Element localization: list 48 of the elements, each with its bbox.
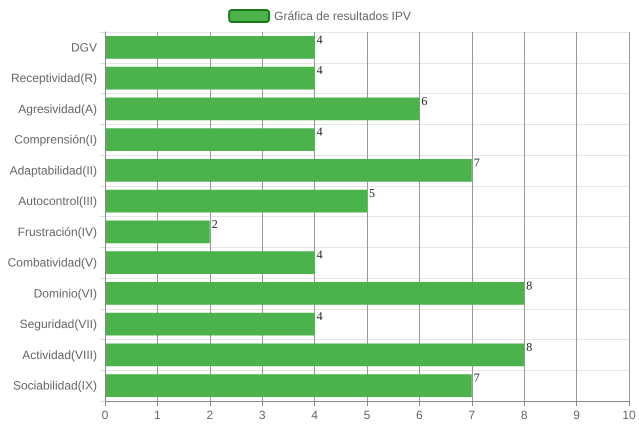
bar xyxy=(105,312,315,336)
data-label: 2 xyxy=(212,216,218,231)
x-tick-label: 10 xyxy=(622,408,636,422)
x-tick-label: 8 xyxy=(520,408,528,422)
x-tick-label: 2 xyxy=(206,408,214,422)
data-label: 7 xyxy=(474,370,480,385)
y-tick-label: Combatividad(V) xyxy=(8,256,97,270)
bar xyxy=(105,159,472,182)
data-label: 7 xyxy=(474,155,480,170)
x-tick-label: 3 xyxy=(258,408,266,422)
y-tick-label: Seguridad(VII) xyxy=(20,317,97,332)
y-tick-label: Adaptabilidad(II) xyxy=(10,163,97,178)
x-tick-label: 9 xyxy=(573,408,580,422)
data-label: 4 xyxy=(316,63,323,78)
data-label: 8 xyxy=(526,278,532,292)
bar xyxy=(105,66,315,90)
data-label: 8 xyxy=(526,340,532,354)
bar xyxy=(105,128,315,152)
y-tick-label: Frustración(IV) xyxy=(18,224,97,239)
y-tick-label: Comprensión(I) xyxy=(14,132,97,147)
data-label: 4 xyxy=(316,309,323,324)
bar xyxy=(105,374,472,398)
x-tick-label: 6 xyxy=(416,408,424,422)
x-tick-label: 4 xyxy=(311,408,318,422)
y-tick-label: DGV xyxy=(70,40,97,54)
y-tick-label: Agresividad(A) xyxy=(18,102,97,116)
y-tick-label: Actividad(VIII) xyxy=(22,348,97,362)
x-tick-label: 7 xyxy=(468,408,476,422)
bar xyxy=(105,190,367,213)
bar xyxy=(105,36,315,59)
legend-label: Gráfica de resultados IPV xyxy=(274,9,411,23)
y-tick-label: Autocontrol(III) xyxy=(18,194,97,208)
x-tick-label: 1 xyxy=(154,408,162,422)
y-tick-label: Receptividad(R) xyxy=(10,71,97,86)
bar xyxy=(105,282,524,305)
data-label: 4 xyxy=(316,124,323,139)
data-label: 6 xyxy=(421,94,428,108)
bar xyxy=(105,220,210,244)
x-tick-label: 5 xyxy=(364,408,371,422)
data-label: 4 xyxy=(316,248,323,262)
data-label: 4 xyxy=(316,32,323,46)
y-tick-label: Sociabilidad(IX) xyxy=(12,378,97,393)
bar xyxy=(105,98,420,120)
data-label: 5 xyxy=(369,186,375,200)
bar xyxy=(105,251,315,274)
x-tick-label: 0 xyxy=(102,408,109,422)
bar xyxy=(105,344,524,366)
y-tick-label: Dominio(VI) xyxy=(34,286,97,300)
